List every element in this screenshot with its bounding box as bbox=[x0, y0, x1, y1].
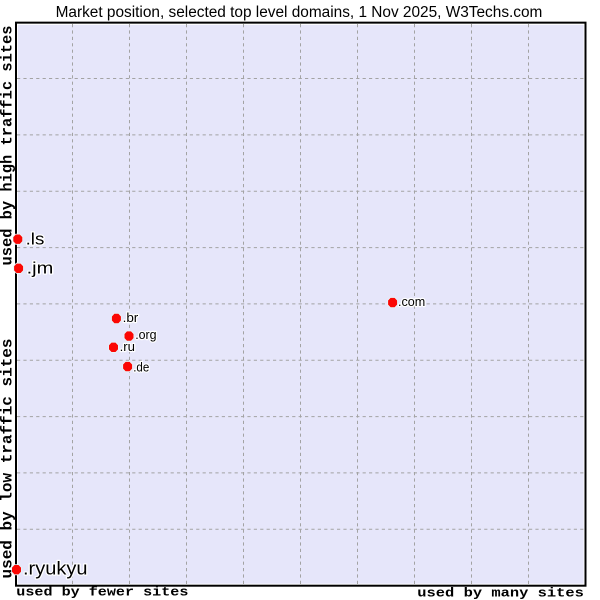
svg-text:.de: .de bbox=[133, 360, 149, 374]
svg-text:.com: .com bbox=[398, 295, 425, 309]
svg-text:.ru: .ru bbox=[120, 340, 135, 354]
svg-text:Market position, selected top: Market position, selected top level doma… bbox=[56, 4, 543, 21]
svg-text:used by fewer sites: used by fewer sites bbox=[16, 585, 188, 600]
svg-text:.br: .br bbox=[123, 311, 139, 325]
svg-text:.ryukyu: .ryukyu bbox=[23, 558, 88, 579]
svg-text:.ls: .ls bbox=[26, 230, 45, 249]
svg-text:used by high traffic sites: used by high traffic sites bbox=[0, 25, 17, 265]
svg-text:used by many sites: used by many sites bbox=[417, 585, 584, 600]
svg-text:.jm: .jm bbox=[27, 260, 54, 278]
svg-text:.org: .org bbox=[135, 328, 156, 342]
svg-text:used by low traffic sites: used by low traffic sites bbox=[0, 339, 17, 579]
